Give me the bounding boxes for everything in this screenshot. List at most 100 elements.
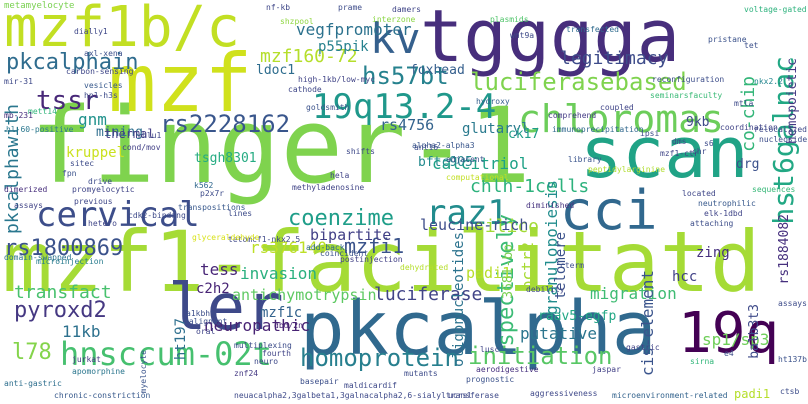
word: hydroxy [476, 97, 510, 106]
word: peptidylarginine [588, 165, 666, 174]
word: 3681-bp [501, 244, 516, 299]
word: chr [692, 147, 707, 156]
word: shzpool [280, 17, 314, 26]
word: coupled [600, 103, 634, 112]
word: add-back [306, 243, 345, 252]
word: aggressiveness [530, 389, 598, 398]
word: hela [330, 171, 350, 180]
word: reconfiguration [652, 75, 725, 84]
word: coincident [320, 249, 369, 258]
word: immunoprecipitation [552, 125, 644, 134]
word: mzfi1 [344, 234, 405, 258]
word: calcitriol [432, 154, 529, 173]
word: legitimacy [560, 48, 669, 69]
word: chloromas [518, 97, 724, 141]
word: elk-1dbd [704, 209, 743, 218]
word: mtla [734, 99, 754, 108]
word: migration [590, 284, 677, 303]
word: co-chip [738, 76, 759, 152]
word: neutrophilic [698, 199, 756, 208]
word: bftc905 [418, 155, 473, 170]
word: raav5-egfp [538, 309, 617, 324]
word: hetero [88, 219, 117, 228]
word: raz1 [426, 193, 508, 233]
word: relocalized [754, 125, 807, 134]
word: assays [14, 201, 43, 210]
word: shifts [346, 147, 375, 156]
word: transfact [14, 282, 112, 303]
word: padi1 [466, 264, 512, 282]
word: drg [736, 157, 760, 172]
word: balb3t3 [747, 304, 762, 359]
word: carbon-sensing [66, 67, 134, 76]
word: wnt9a [510, 31, 535, 40]
word: neuacalpha2,3galbeta1,3galnacalpha2,6-si… [234, 391, 499, 400]
word: interzone [372, 15, 416, 24]
word: leucine-rich [420, 216, 529, 234]
word: drive [88, 177, 113, 186]
word: prame [338, 3, 363, 12]
word: c2h2 [196, 281, 230, 297]
word: foxhead [410, 63, 465, 78]
word: rs1884082 [777, 214, 792, 285]
word: cond/mov [122, 143, 161, 152]
word: domain-swapped [4, 253, 72, 262]
word: microinjection [36, 257, 104, 266]
word: dbd/2n [274, 321, 303, 330]
word: mzf1-facilitatd [2, 213, 761, 311]
word: tgggga [420, 0, 681, 78]
word: e4 [724, 349, 734, 358]
word: mzf [108, 37, 253, 130]
word: 9kb [686, 115, 710, 130]
word: mb-231 [4, 111, 33, 120]
word: previous [74, 197, 113, 206]
word: assays [778, 299, 807, 308]
word: nucleoside [759, 135, 808, 144]
word: tsgh8301 [194, 151, 257, 166]
word: silico [474, 216, 540, 237]
word: mzf1-ctr [660, 149, 699, 158]
word: pkcalpha [300, 286, 657, 372]
word: comprehend [548, 111, 597, 120]
word: initiation [468, 342, 613, 370]
word: p2x7r [200, 189, 225, 198]
word: gnm [78, 110, 107, 129]
word: tssr [36, 86, 99, 116]
word: mutants [404, 369, 438, 378]
word: dimerized [4, 185, 48, 194]
word: hnsccum-02t [60, 335, 272, 373]
word: methyladenosine [292, 183, 365, 192]
word: basepair [300, 377, 339, 386]
word: sp1/sp3 [702, 330, 770, 349]
word: bipartite [310, 226, 392, 244]
word: pkcalphain [6, 50, 139, 75]
word: oral [196, 327, 216, 336]
word: tess [200, 260, 239, 279]
word: neuro [254, 357, 279, 366]
word: mzf160-72 [260, 46, 358, 67]
word: nkx2.2 [754, 77, 783, 86]
word: putative [520, 324, 598, 343]
word: tet [744, 41, 759, 50]
word: dially1 [74, 27, 108, 36]
word: sequences [752, 185, 796, 194]
word: rs1800869 [4, 236, 124, 261]
word: adjacent [446, 155, 485, 164]
word: cci [560, 179, 658, 242]
word: malignant [184, 317, 228, 326]
word: 19q [678, 301, 780, 366]
word: hcc [672, 269, 698, 285]
word: cathode [288, 85, 322, 94]
word: mining [96, 125, 143, 140]
word: chronic-constriction [54, 391, 151, 400]
word: kv [370, 14, 421, 63]
word: l78 [12, 340, 52, 365]
word: antichymotrypsin [232, 286, 377, 304]
word: ctsb [780, 387, 800, 396]
word: transfected [566, 25, 619, 34]
word: library [568, 155, 602, 164]
word: seminarsfaculty [650, 91, 723, 100]
word: axl-xena [84, 49, 123, 58]
word: pyroxd2 [14, 298, 107, 323]
word: pctr2 [518, 242, 537, 291]
